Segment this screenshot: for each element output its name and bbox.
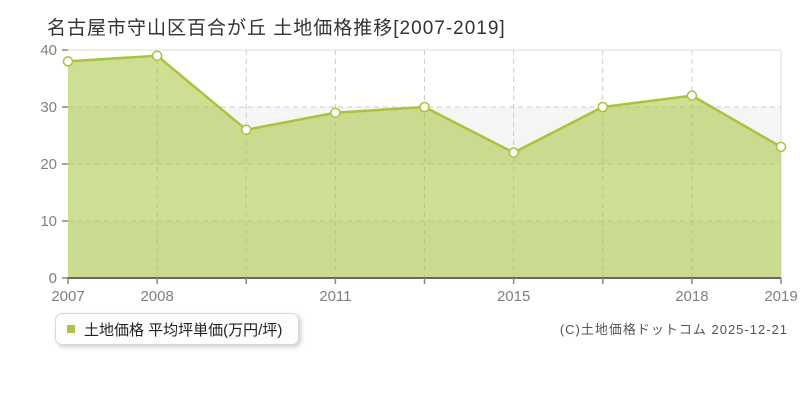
x-axis-label: 2018 <box>675 288 708 305</box>
y-axis-label: 0 <box>49 270 57 287</box>
y-axis-label: 40 <box>40 42 57 59</box>
y-axis-label: 20 <box>40 156 57 173</box>
x-axis-label: 2007 <box>51 288 84 305</box>
data-point-marker <box>508 147 519 158</box>
chart-title: 名古屋市守山区百合が丘 土地価格推移[2007-2019] <box>47 18 506 39</box>
data-point-marker <box>330 107 341 118</box>
data-point-marker <box>597 101 608 113</box>
x-axis-label: 2011 <box>319 288 351 305</box>
legend-swatch-icon <box>67 325 75 333</box>
y-axis-label: 30 <box>40 99 57 116</box>
axis-ticks-and-labels: 0 10 20 30 40 2007 2008 2011 2015 2018 2019 <box>40 42 797 305</box>
y-axis-label: 10 <box>40 213 57 230</box>
data-point-marker <box>686 90 698 101</box>
data-point-marker <box>419 101 430 113</box>
x-axis-label: 2008 <box>140 288 173 305</box>
data-point-marker <box>775 141 787 153</box>
data-point-marker <box>241 124 252 136</box>
data-point-markers <box>62 50 787 158</box>
data-point-marker <box>62 56 74 67</box>
copyright-text: (C)土地価格ドットコム 2025-12-21 <box>559 322 788 337</box>
x-axis-label: 2019 <box>764 288 797 305</box>
legend: 土地価格 平均坪単価(万円/坪) <box>55 313 300 345</box>
data-point-marker <box>151 50 163 61</box>
legend-label: 土地価格 平均坪単価(万円/坪) <box>84 321 283 339</box>
x-axis-label: 2015 <box>497 288 530 305</box>
